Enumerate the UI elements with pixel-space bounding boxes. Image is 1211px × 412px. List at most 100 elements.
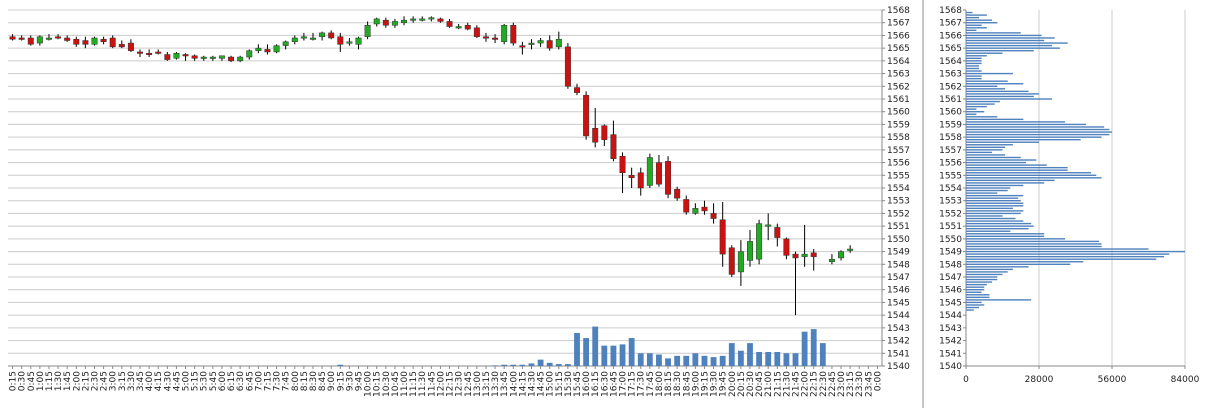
time-tick-label: 17:45 <box>646 371 656 397</box>
candle-body-down <box>592 127 599 143</box>
time-tick-label: 18:30 <box>673 371 683 397</box>
volume-profile-bar <box>966 306 980 309</box>
volume-profile-bar <box>966 138 1081 141</box>
volume-profile-bar <box>966 207 1013 210</box>
volume-profile-bar <box>966 27 987 29</box>
candle-body-down <box>492 37 499 40</box>
volume-profile-bar <box>966 118 1024 121</box>
candle-body-up <box>428 17 435 20</box>
candle-body-up <box>300 36 307 39</box>
candle-body-down <box>55 36 62 39</box>
time-tick-label: 15:15 <box>555 371 565 397</box>
volume-profile-bar <box>966 235 1045 238</box>
volume-profile-bar <box>966 93 1039 95</box>
volume-profile-bar <box>966 57 982 60</box>
price-tick-label: 1562 <box>887 82 910 92</box>
volume-bar <box>528 363 535 366</box>
candle-body-down <box>610 134 617 160</box>
volume-bar <box>737 350 744 366</box>
candlestick-series <box>9 16 854 316</box>
volume-profile-bar <box>966 151 993 154</box>
price-tick-label: 1545 <box>887 298 910 308</box>
time-tick-label: 7:45 <box>282 371 292 391</box>
candle-body-down <box>27 37 34 45</box>
volume-profile-bar <box>966 268 1013 271</box>
volume-profile-bar <box>966 266 1029 268</box>
volume-profile-bar <box>966 220 1024 222</box>
time-tick-label: 12:15 <box>446 371 456 397</box>
volume-profile-bar <box>966 42 1068 44</box>
candle-body-up <box>310 37 316 40</box>
profile-price-tick-label: 1564 <box>939 57 962 67</box>
profile-price-tick-label: 1550 <box>939 235 962 245</box>
volume-profile-bar <box>966 49 1034 52</box>
volume-profile-bar <box>966 88 1006 90</box>
volume-profile-bar <box>966 98 1053 100</box>
volume-bar <box>592 326 599 366</box>
profile-price-tick-label: 1549 <box>939 248 962 258</box>
candle-body-down <box>546 40 553 49</box>
volume-profile-bar <box>966 67 980 70</box>
candle-body-up <box>692 208 699 214</box>
volume-profile-bar <box>966 202 1024 204</box>
time-tick-label: 6:45 <box>245 371 255 391</box>
candle-body-down <box>337 36 344 45</box>
candle-body-down <box>146 52 153 55</box>
volume-profile-bar <box>966 103 995 105</box>
time-tick-label: 13:45 <box>500 371 510 397</box>
candle-body-down <box>810 252 817 257</box>
volume-bar <box>747 343 753 366</box>
candle-body-up <box>237 56 244 62</box>
volume-profile-bar <box>966 210 1024 212</box>
profile-price-tick-label: 1558 <box>939 133 962 143</box>
time-tick-label: 8:15 <box>300 371 310 391</box>
candle-body-down <box>792 253 799 259</box>
candle-body-up <box>646 157 653 186</box>
volume-profile-bar <box>966 141 1039 143</box>
volume-profile-bar <box>966 227 1029 230</box>
time-tick-label: 4:30 <box>163 371 173 391</box>
volume-profile-bar <box>966 309 974 311</box>
volume-profile-bar <box>966 296 990 299</box>
price-tick-label: 1566 <box>887 31 910 41</box>
volume-profile-bar <box>966 133 1110 136</box>
volume-bar <box>537 359 544 366</box>
volume-profile-bar <box>966 52 1003 54</box>
volume-profile-bar <box>966 194 1024 197</box>
time-axis: 0:15 0:30 0:45 1:00 1:15 1:30 1:45 2:00 2:15 2:30… <box>9 366 883 397</box>
volume-profile-bar <box>966 37 1055 39</box>
candle-body-down <box>674 189 681 199</box>
volume-bar <box>701 355 708 366</box>
volume-profile-bar <box>966 126 1105 128</box>
volume-profile-bar <box>966 281 993 283</box>
candle-body-up <box>537 40 544 44</box>
candle-body-up <box>355 37 362 45</box>
volume-bar <box>610 345 617 366</box>
volume-profile-bar <box>966 128 1110 131</box>
time-tick-label: 16:45 <box>609 371 619 397</box>
volume-profile-bar <box>966 111 985 113</box>
time-tick-label: 8:30 <box>309 371 319 391</box>
time-tick-label: 13:00 <box>473 371 483 397</box>
candle-body-down <box>64 37 71 41</box>
time-tick-label: 17:30 <box>637 371 647 397</box>
price-tick-label: 1560 <box>887 108 910 118</box>
time-tick-label: 18:00 <box>655 371 665 397</box>
volume-profile-bar <box>966 197 1019 199</box>
price-tick-label: 1553 <box>887 197 910 207</box>
price-tick-label: 1556 <box>887 159 910 169</box>
volume-profile-volume-axis: 0 28000 56000 84000 <box>963 366 1200 385</box>
profile-price-tick-label: 1542 <box>939 337 962 347</box>
volume-profile-bar <box>966 225 1034 227</box>
candle-body-up <box>45 37 52 40</box>
time-tick-label: 3:45 <box>136 371 146 391</box>
candle-body-up <box>528 42 535 45</box>
candle-body-down <box>728 247 735 275</box>
candle-body-up <box>410 18 417 21</box>
volume-profile-bar <box>966 271 1008 273</box>
volume-profile-bar <box>966 146 1006 149</box>
time-tick-label: 16:30 <box>600 371 610 397</box>
time-tick-label: 14:45 <box>537 371 547 397</box>
candle-body-up <box>455 26 462 29</box>
